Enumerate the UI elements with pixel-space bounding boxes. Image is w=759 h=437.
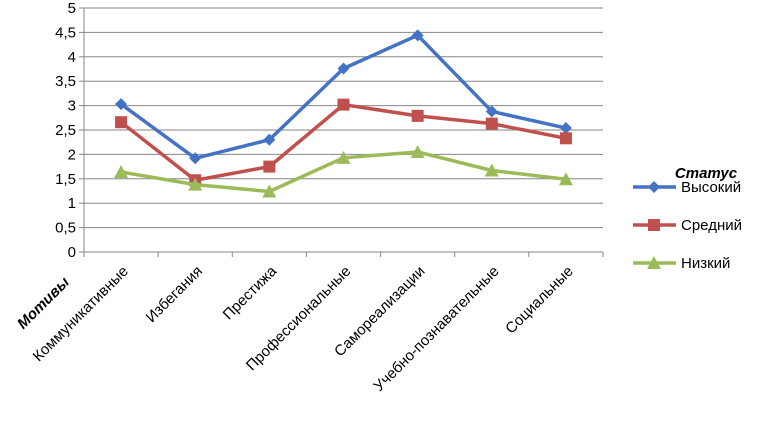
legend-title: Статус [675,165,738,182]
y-tick-label: 3 [68,98,76,115]
data-point [559,132,572,145]
series-lines [114,29,573,198]
legend-item: Средний [633,217,742,234]
data-point [484,163,499,177]
legend: Статус Высокий Средний Низкий [633,165,742,272]
legend-label: Высокий [681,179,741,196]
x-tick-label: Избегания [143,263,206,326]
x-axis-category-labels: Коммуникативные Избегания ПрестижаПрофесси… [30,262,577,395]
data-point [411,29,424,42]
y-tick-label: 5 [68,0,76,17]
y-tick-label: 0,5 [55,220,76,237]
y-tick-label: 4 [68,49,76,66]
data-point [648,219,660,231]
y-tick-label: 0 [68,244,76,261]
data-point [337,62,350,75]
data-point [337,98,350,111]
y-tick-label: 1 [68,195,76,212]
data-point [485,105,498,118]
data-point [648,181,660,193]
series-diamond [115,29,572,165]
legend-label: Низкий [681,255,730,272]
data-point [485,117,498,130]
legend-label: Средний [681,217,742,234]
y-tick-label: 3,5 [55,73,76,90]
axes [83,8,604,257]
y-tick-label: 1,5 [55,171,76,188]
y-axis-ticks: 0 0,5 1 1,5 2 2,5 3 3,5 4 4,5 5 [55,0,84,261]
data-point [558,172,573,186]
legend-item: Низкий [633,255,730,272]
x-tick-label: Учебно-познавательные [370,263,502,395]
series-line [120,33,567,161]
data-point [188,177,203,191]
data-point [189,152,202,165]
data-point [263,160,276,173]
data-point [559,122,572,135]
x-tick-label: Социальные [502,263,577,338]
y-tick-label: 4,5 [55,24,76,41]
series-line [119,102,567,183]
data-point [263,133,276,146]
data-point [411,109,424,122]
series-triangle [114,144,573,198]
data-point [647,256,661,269]
data-point [336,150,351,164]
data-point [115,98,128,111]
data-point [115,116,128,129]
x-tick-label: Престижа [220,262,281,323]
legend-item: Высокий [633,179,741,196]
y-tick-label: 2,5 [55,122,76,139]
y-tick-label: 2 [68,146,76,163]
data-point [410,144,425,158]
x-tick-label: Коммуникативные [30,263,132,365]
data-point [262,184,277,198]
data-point [114,164,129,178]
